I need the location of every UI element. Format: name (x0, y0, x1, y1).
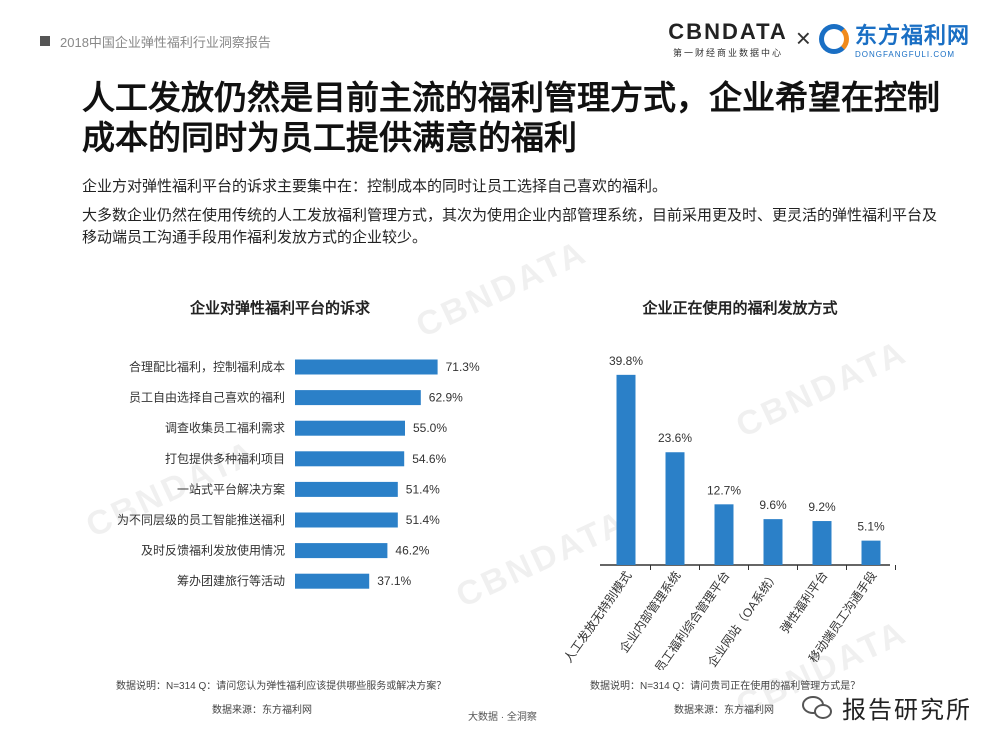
data-label: 54.6% (412, 452, 446, 466)
right-bar-chart: 39.8%人工发放无特别模式23.6%企业内部管理系统12.7%员工福利综合管理… (560, 354, 896, 670)
dongfangfuli-logo-icon (818, 23, 849, 54)
logo-separator: × (795, 23, 811, 53)
dongfangfuli-logo: 东方福利网 DONGFANGFULI.COM (818, 18, 970, 59)
cbndata-logo-subtitle: 第一财经商业数据中心 (673, 47, 784, 58)
category-label: 打包提供多种福利项目 (165, 451, 285, 466)
data-label: 39.8% (609, 354, 643, 368)
category-label: 合理配比福利，控制福利成本 (129, 359, 285, 374)
right-chart-title: 企业正在使用的福利发放方式 (642, 300, 838, 317)
category-label: 弹性福利平台 (777, 568, 831, 636)
left-chart-source: 数据来源：东方福利网 (212, 705, 312, 716)
bar (295, 451, 405, 467)
data-label: 71.3% (446, 360, 480, 374)
data-label: 51.4% (406, 513, 440, 527)
bar (861, 540, 881, 565)
bar (616, 374, 636, 565)
data-label: 9.6% (759, 498, 787, 512)
right-chart-note: 数据说明：N=314 Q：请问贵司正在使用的福利管理方式是？ (590, 681, 861, 692)
data-label: 62.9% (429, 391, 463, 405)
data-label: 37.1% (377, 574, 411, 588)
wechat-account-name: 报告研究所 (842, 697, 972, 724)
bar (714, 504, 734, 565)
bar (812, 521, 832, 565)
cbndata-logo: CBNDATA 第一财经商业数据中心 (668, 19, 788, 59)
category-label: 筹办团建旅行等活动 (177, 573, 285, 588)
bar (763, 519, 783, 565)
bar (295, 481, 398, 497)
data-label: 12.7% (707, 483, 741, 497)
report-title: 2018中国企业弹性福利行业洞察报告 (60, 34, 271, 50)
page-title: 人工发放仍然是目前主流的福利管理方式，企业希望在控制成本的同时为员工提供满意的福… (82, 79, 940, 156)
cbndata-logo-text: CBNDATA (668, 18, 788, 44)
logo-group: CBNDATA 第一财经商业数据中心 × 东方福利网 DONGFANGFULI.… (668, 18, 970, 60)
data-label: 55.0% (413, 421, 447, 435)
category-label: 一站式平台解决方案 (177, 481, 285, 496)
bar (295, 543, 388, 559)
bar (665, 452, 685, 565)
left-chart-note: 数据说明：N=314 Q：请问您认为弹性福利应该提供哪些服务或解决方案？ (116, 681, 447, 692)
data-label: 51.4% (406, 482, 440, 496)
left-chart-title: 企业对弹性福利平台的诉求 (189, 300, 370, 317)
data-label: 46.2% (395, 544, 429, 558)
bar (295, 359, 438, 375)
category-label: 为不同层级的员工智能推送福利 (117, 512, 285, 527)
category-label: 调查收集员工福利需求 (165, 420, 285, 435)
bar (295, 512, 398, 528)
data-label: 5.1% (857, 520, 885, 534)
footer-slogan: 大数据 · 全洞察 (468, 712, 537, 723)
right-chart-source: 数据来源：东方福利网 (674, 705, 774, 716)
data-label: 9.2% (808, 500, 836, 514)
wechat-icon (802, 695, 834, 720)
summary-paragraph-2: 大多数企业仍然在使用传统的人工发放福利管理方式，其次为使用企业内部管理系统，目前… (82, 207, 938, 246)
category-label: 及时反馈福利发放使用情况 (141, 543, 285, 558)
bar (295, 390, 421, 406)
report-header: 2018中国企业弹性福利行业洞察报告 (40, 30, 271, 52)
data-label: 23.6% (658, 431, 692, 445)
bar (295, 420, 405, 436)
dongfangfuli-logo-text: 东方福利网 (854, 23, 970, 48)
bar (295, 573, 370, 589)
category-label: 员工自由选择自己喜欢的福利 (129, 390, 285, 405)
wechat-badge: 报告研究所 (802, 690, 972, 725)
summary-paragraph-1: 企业方对弹性福利平台的诉求主要集中在：控制成本的同时让员工选择自己喜欢的福利。 (82, 178, 668, 195)
square-icon (40, 36, 50, 46)
dongfangfuli-logo-url: DONGFANGFULI.COM (854, 50, 955, 59)
left-bar-chart: 合理配比福利，控制福利成本 71.3% 员工自由选择自己喜欢的福利 62.9% 调查收集… (117, 359, 480, 589)
watermark: CBNDATA (410, 232, 594, 346)
